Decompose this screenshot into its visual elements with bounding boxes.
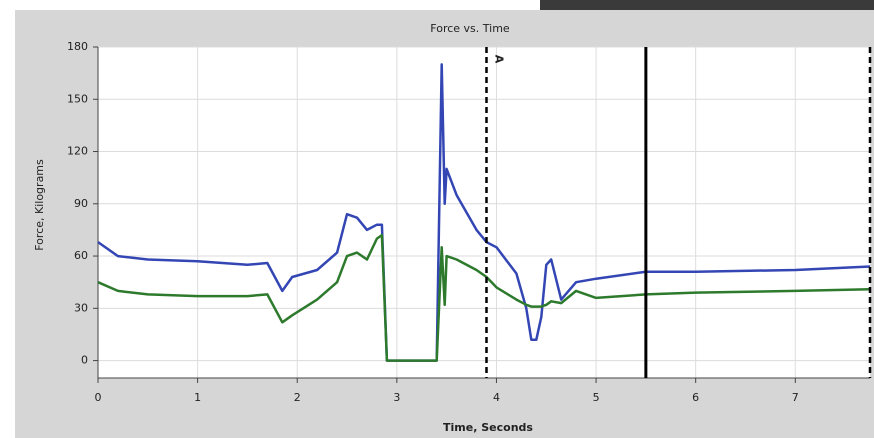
y-tick-label: 150 (67, 92, 88, 105)
x-tick-label: 6 (692, 391, 699, 404)
x-tick-label: 1 (194, 391, 201, 404)
x-tick-label: 0 (95, 391, 102, 404)
x-tick-label: 4 (493, 391, 500, 404)
x-tick-label: 5 (593, 391, 600, 404)
y-tick-label: 0 (81, 354, 88, 367)
x-tick-label: 7 (792, 391, 799, 404)
x-axis-label: Time, Seconds (443, 421, 533, 434)
y-tick-label: 30 (74, 301, 88, 314)
y-axis-label: Force, Kilograms (33, 159, 46, 251)
x-tick-label: 3 (393, 391, 400, 404)
chart-title: Force vs. Time (430, 22, 510, 35)
y-tick-label: 120 (67, 145, 88, 158)
y-tick-label: 90 (74, 197, 88, 210)
plot-area (98, 47, 870, 378)
y-tick-label: 60 (74, 249, 88, 262)
x-tick-label: 2 (294, 391, 301, 404)
marker-label: A (492, 55, 505, 64)
y-tick-label: 180 (67, 40, 88, 53)
series-line (97, 233, 871, 362)
series-line (97, 63, 871, 362)
